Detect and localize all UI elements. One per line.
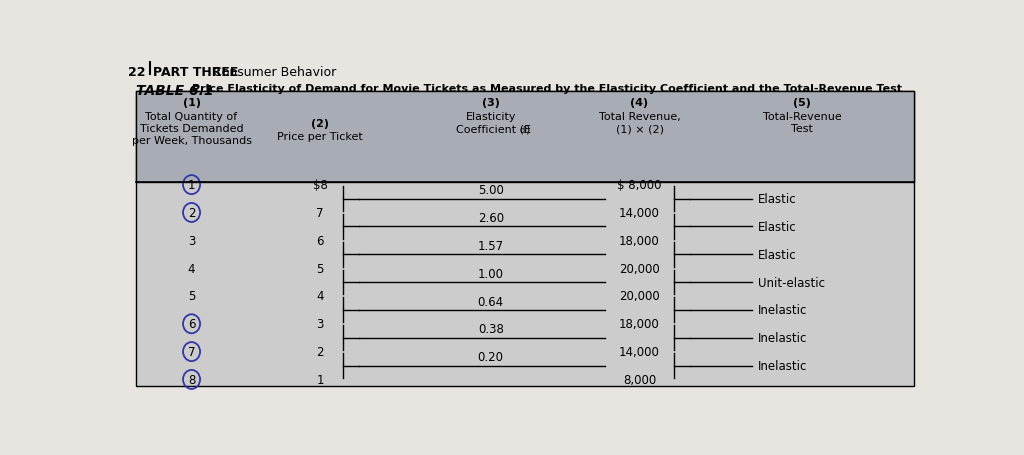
Text: 22: 22 [128,66,145,79]
Text: 18,000: 18,000 [620,318,659,330]
Text: (5): (5) [794,98,811,107]
Text: Elastic: Elastic [758,220,797,233]
Text: 2: 2 [316,345,324,359]
Text: Test: Test [792,124,813,134]
Text: 1.00: 1.00 [478,267,504,280]
Text: Elastic: Elastic [758,192,797,206]
Bar [136,91,913,182]
Text: 14,000: 14,000 [620,345,659,359]
Text: Inelastic: Inelastic [758,331,808,344]
Text: (1) × (2): (1) × (2) [615,124,664,134]
Text: 3: 3 [316,318,324,330]
Text: Consumer Behavior: Consumer Behavior [213,66,337,79]
Text: d: d [519,126,524,135]
Text: 2: 2 [187,207,196,219]
Text: Tickets Demanded: Tickets Demanded [139,124,244,134]
Text: 20,000: 20,000 [620,262,659,275]
Text: (2): (2) [311,119,329,129]
Text: 18,000: 18,000 [620,234,659,247]
Text: 0.38: 0.38 [478,323,504,336]
Text: 7: 7 [316,207,324,219]
Text: Total Revenue,: Total Revenue, [599,111,680,121]
Text: Unit-elastic: Unit-elastic [758,276,825,289]
Text: Total-Revenue: Total-Revenue [763,111,842,121]
Text: 4: 4 [187,262,196,275]
Text: Coefficient (E: Coefficient (E [456,124,530,134]
Text: 1: 1 [187,179,196,192]
Text: 5: 5 [316,262,324,275]
Text: 1: 1 [316,373,324,386]
Text: ): ) [524,124,529,134]
Text: 1.57: 1.57 [477,239,504,253]
Text: 2.60: 2.60 [477,212,504,225]
Text: 0.64: 0.64 [477,295,504,308]
Text: (3): (3) [481,98,500,107]
Text: Price Elasticity of Demand for Movie Tickets as Measured by the Elasticity Coeff: Price Elasticity of Demand for Movie Tic… [191,84,901,94]
Text: TABLE 6.1: TABLE 6.1 [136,84,213,98]
Text: 8,000: 8,000 [623,373,656,386]
Text: (4): (4) [631,98,648,107]
Bar [136,91,913,386]
Text: PART THREE: PART THREE [153,66,239,79]
Text: Elasticity: Elasticity [466,111,516,121]
Text: 5.00: 5.00 [478,184,504,197]
Text: 5: 5 [187,290,196,303]
Text: Price per Ticket: Price per Ticket [278,131,364,142]
Text: 14,000: 14,000 [620,207,659,219]
Text: 6: 6 [316,234,324,247]
Text: Total Quantity of: Total Quantity of [145,111,238,121]
Text: Inelastic: Inelastic [758,359,808,372]
Text: $ 8,000: $ 8,000 [617,179,662,192]
Text: per Week, Thousands: per Week, Thousands [131,136,252,146]
Text: 7: 7 [187,345,196,359]
Text: 6: 6 [187,318,196,330]
Text: 3: 3 [187,234,196,247]
Text: 20,000: 20,000 [620,290,659,303]
Text: (1): (1) [182,98,201,107]
Text: 8: 8 [187,373,196,386]
Text: 0.20: 0.20 [478,350,504,364]
Text: Inelastic: Inelastic [758,303,808,317]
Text: $8: $8 [312,179,328,192]
Text: Elastic: Elastic [758,248,797,261]
Text: 4: 4 [316,290,324,303]
